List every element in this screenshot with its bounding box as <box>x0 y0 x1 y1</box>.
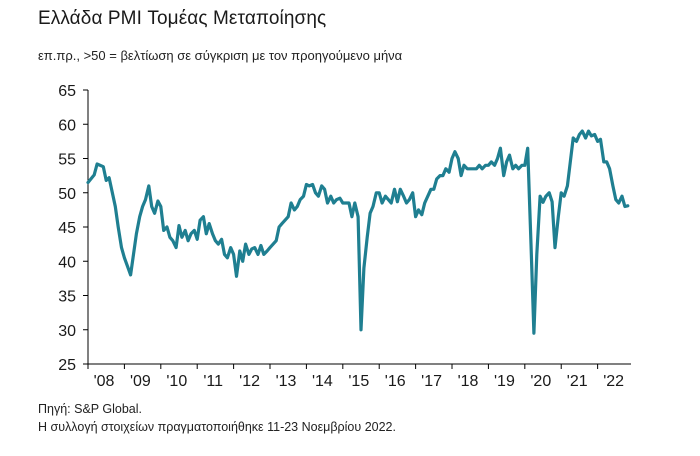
y-tick-label: 30 <box>58 323 76 340</box>
y-tick-label: 40 <box>58 254 76 271</box>
x-tick-label: '20 <box>530 373 551 390</box>
x-tick-label: '08 <box>94 373 115 390</box>
source-note: Πηγή: S&P Global. <box>38 402 142 416</box>
x-tick-label: '09 <box>130 373 151 390</box>
y-tick-label: 50 <box>58 186 76 203</box>
y-tick-label: 25 <box>58 357 76 374</box>
x-tick-label: '12 <box>239 373 260 390</box>
y-tick-label: 65 <box>58 83 76 100</box>
x-tick-label: '13 <box>276 373 297 390</box>
x-tick-label: '10 <box>166 373 187 390</box>
collection-note: Η συλλογή στοιχείων πραγματοποιήθηκε 11-… <box>38 420 396 434</box>
x-tick-label: '19 <box>494 373 515 390</box>
chart-subtitle: επ.πρ., >50 = βελτίωση σε σύγκριση με το… <box>38 48 403 63</box>
chart-title: Ελλάδα PMI Τομέας Μεταποίησης <box>38 8 327 29</box>
x-tick-label: '11 <box>203 373 223 390</box>
y-tick-label: 60 <box>58 117 76 134</box>
x-tick-label: '21 <box>567 373 588 390</box>
y-tick-label: 35 <box>58 289 76 306</box>
x-tick-label: '16 <box>385 373 406 390</box>
x-tick-label: '14 <box>312 373 333 390</box>
x-tick-label: '15 <box>348 373 369 390</box>
pmi-series-line <box>86 129 630 335</box>
x-tick-label: '17 <box>421 373 442 390</box>
y-tick-label: 45 <box>58 220 76 237</box>
pmi-line-chart: 25 30 35 40 45 50 55 60 65 '08 '09 '10 '11 '12 '13 '14 '… <box>58 83 631 390</box>
y-tick-label: 55 <box>58 152 76 169</box>
x-tick-label: '18 <box>458 373 479 390</box>
x-tick-label: '22 <box>603 373 624 390</box>
